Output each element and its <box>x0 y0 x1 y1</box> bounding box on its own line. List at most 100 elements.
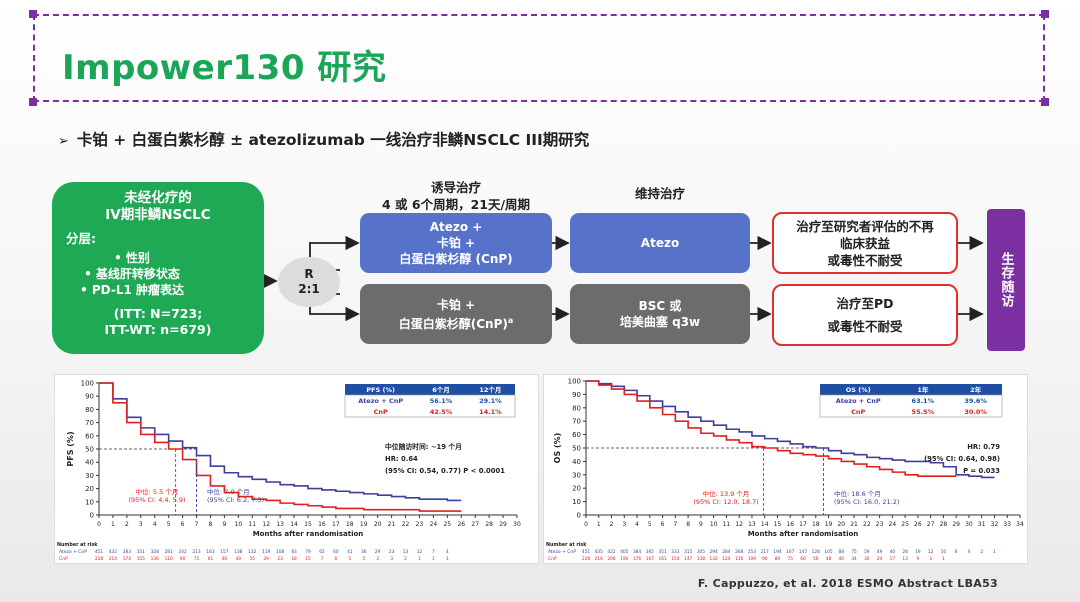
x-tick-label: 21 <box>388 521 396 528</box>
pfs-chart-panel: 0 10 20 30 40 50 60 70 80 90 100 0 1 2 3 4 5 6 7 8 9 10 11 12 13… <box>54 374 539 564</box>
risk-count: 23 <box>277 556 283 562</box>
table-header-cell: 2年 <box>970 385 982 394</box>
y-tick-label: 10 <box>85 498 94 506</box>
risk-count: 167 <box>786 549 794 555</box>
arm1-maintenance-box: Atezo <box>570 213 750 273</box>
bullet-arrow-icon: ➢ <box>58 134 69 149</box>
risk-count: 432 <box>109 549 117 555</box>
risk-count: 6 <box>334 556 337 562</box>
table-cell: 29.1% <box>479 397 502 405</box>
x-tick-label: 20 <box>837 521 845 528</box>
risk-count: 96 <box>762 556 768 562</box>
risk-count: 1 <box>446 556 449 562</box>
risk-count: 294 <box>710 549 718 555</box>
risk-count: 30 <box>864 556 870 562</box>
y-tick-label: 60 <box>85 432 94 440</box>
x-tick-label: 28 <box>940 521 948 528</box>
table-cell: 42.5% <box>430 408 453 416</box>
y-tick-label: 20 <box>572 485 581 493</box>
risk-count: 46 <box>222 556 228 562</box>
risk-count: 384 <box>633 549 641 555</box>
arm2-induction-line2: 白蛋白紫杉醇(CnP)a <box>399 313 514 332</box>
itt-count: (ITT: N=723; ITT-WT: n=679) <box>66 306 250 338</box>
risk-count: 213 <box>192 549 200 555</box>
risk-count: 75 <box>788 556 794 562</box>
table-cell: 30.0% <box>964 408 987 416</box>
risk-count: 147 <box>684 556 692 562</box>
stat-line: HR: 0.64 <box>385 455 418 463</box>
x-tick-label: 2 <box>610 521 614 528</box>
x-tick-label: 31 <box>978 521 986 528</box>
y-tick-label: 50 <box>572 445 581 453</box>
arm1-end-box: 治疗至研究者评估的不再 临床获益 或毒性不耐受 <box>772 212 958 274</box>
risk-count: 132 <box>710 556 718 562</box>
survival-followup-box: 生存随访 <box>987 209 1025 351</box>
x-tick-label: 6 <box>661 521 665 528</box>
risk-count: 17 <box>890 556 896 562</box>
risk-count: 109 <box>748 556 756 562</box>
km-curve-atezo-cnp <box>586 380 995 479</box>
frame-corner <box>1041 98 1049 106</box>
population-line2: IV期非鳞NSCLC <box>105 207 211 223</box>
x-tick-label: 19 <box>825 521 833 528</box>
median-label-cnp: 中位: 5.5 个月 <box>136 487 179 496</box>
x-tick-label: 25 <box>444 521 452 528</box>
risk-row-label: Atezo + CnP <box>548 549 576 555</box>
x-tick-label: 19 <box>360 521 368 528</box>
risk-count: 4 <box>968 549 971 555</box>
risk-count: 351 <box>658 549 666 555</box>
stat-line: (95% CI: 0.64, 0.98) <box>924 455 1000 463</box>
page-title: Impower130 研究 <box>62 48 387 88</box>
risk-count: 108 <box>276 549 284 555</box>
risk-count: 2 <box>404 556 407 562</box>
y-tick-label: 60 <box>572 431 581 439</box>
risk-count: 154 <box>671 556 679 562</box>
km-curve-cnp <box>99 382 462 512</box>
x-tick-label: 26 <box>914 521 922 528</box>
x-tick-label: 10 <box>710 521 718 528</box>
x-tick-label: 3 <box>622 521 626 528</box>
risk-count: 48 <box>826 556 832 562</box>
y-tick-label: 30 <box>85 472 94 480</box>
induction-title: 诱导治疗 <box>430 180 481 195</box>
y-tick-label: 50 <box>85 446 94 454</box>
risk-count: 214 <box>109 556 117 562</box>
arm2-maintenance-line2: 培美曲塞 q3w <box>619 315 701 329</box>
risk-count: 7 <box>321 556 324 562</box>
x-tick-label: 8 <box>686 521 690 528</box>
risk-count: 5 <box>348 556 351 562</box>
risk-count: 351 <box>137 549 145 555</box>
title-frame <box>33 14 1045 102</box>
x-tick-label: 18 <box>812 521 820 528</box>
risk-count: 116 <box>735 556 743 562</box>
x-tick-label: 27 <box>471 521 479 528</box>
x-tick-label: 23 <box>416 521 424 528</box>
risk-count: 176 <box>633 556 641 562</box>
x-tick-label: 20 <box>374 521 382 528</box>
population-box: 未经化疗的 IV期非鳞NSCLC 分层: 性别 基线肝转移状态 PD-L1 肿瘤… <box>52 182 264 354</box>
arm2-induction-text: 白蛋白紫杉醇(CnP) <box>398 316 508 331</box>
risk-count: 66 <box>800 556 806 562</box>
median-ci-cnp: (95% CI: 12.0, 18.7) <box>693 498 758 506</box>
table-cell: 14.1% <box>479 408 502 416</box>
table-cell: Atezo + CnP <box>358 397 403 405</box>
arm1-end-line1: 治疗至研究者评估的不再 <box>796 218 934 234</box>
risk-count: 124 <box>722 556 730 562</box>
risk-count: 328 <box>151 549 159 555</box>
x-tick-label: 4 <box>635 521 639 528</box>
x-tick-label: 22 <box>863 521 871 528</box>
x-tick-label: 7 <box>673 521 677 528</box>
risk-count: 9 <box>917 556 920 562</box>
x-tick-label: 9 <box>699 521 703 528</box>
maintenance-header: 维持治疗 <box>634 186 685 201</box>
risk-count: 147 <box>799 549 807 555</box>
arm2-induction-box: 卡铂 + 白蛋白紫杉醇(CnP)a <box>360 284 552 344</box>
median-ci-cnp: (95% CI: 4.4, 5.9) <box>128 496 185 504</box>
os-chart-panel: 0 10 20 30 40 50 60 70 80 90 100 0 1 2 3 4 5 6 7 8 9 10 11 12 13… <box>543 374 1028 564</box>
risk-count: 216 <box>595 556 603 562</box>
risk-count: 60 <box>333 549 339 555</box>
table-header-cell: OS (%) <box>846 386 871 394</box>
arm2-end-line1: 治疗至PD <box>836 296 894 311</box>
y-tick-label: 0 <box>577 512 581 520</box>
risk-count: 23 <box>389 549 395 555</box>
